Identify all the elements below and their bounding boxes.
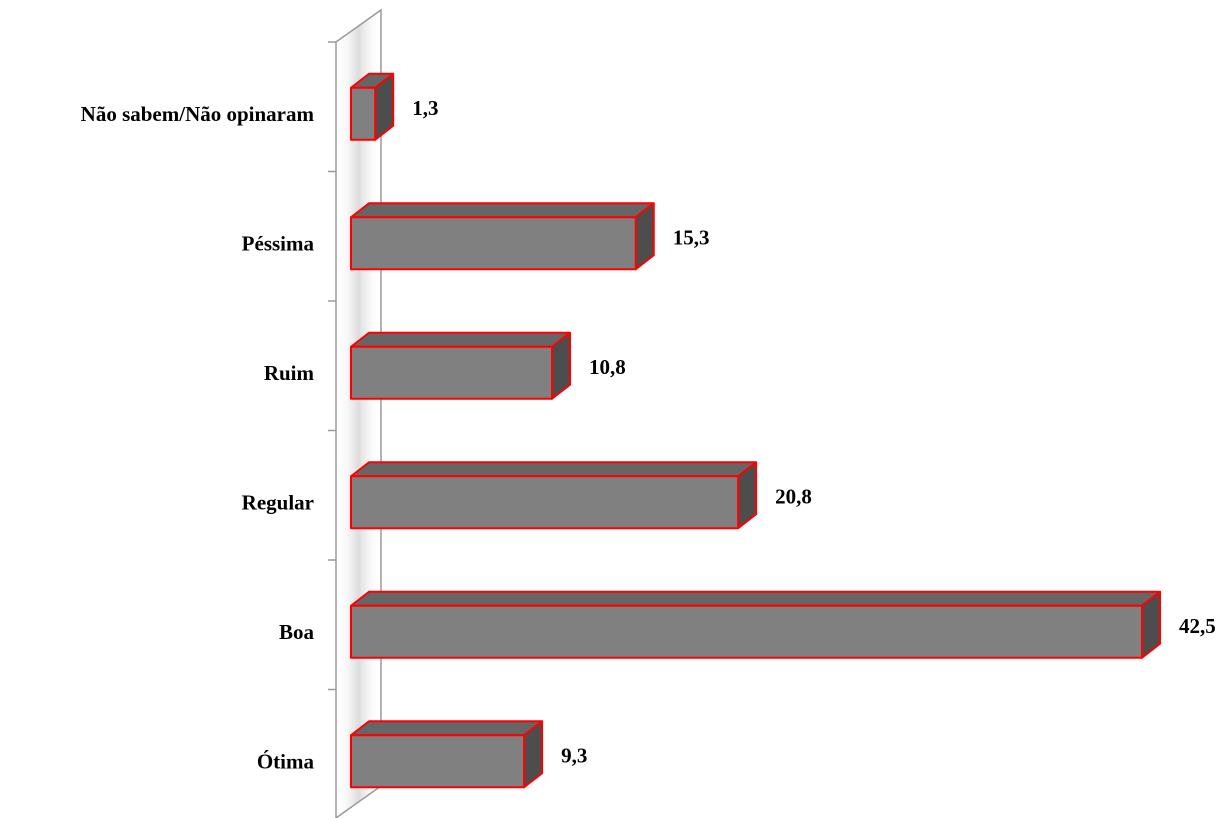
category-label: Ótima — [257, 749, 315, 773]
bar-front-face — [350, 734, 526, 789]
bar-top-face — [350, 202, 655, 219]
value-label: 9,3 — [561, 743, 587, 767]
bar — [350, 590, 1161, 659]
bar-front-face — [350, 475, 740, 530]
bar-front-face — [350, 86, 377, 141]
bar — [350, 72, 395, 141]
category-label: Ruim — [264, 361, 315, 385]
bar — [350, 331, 572, 400]
value-label: 10,8 — [589, 355, 626, 379]
value-label: 42,5 — [1179, 614, 1216, 638]
bar-front-face — [350, 345, 554, 400]
value-label: 1,3 — [412, 96, 438, 120]
bars — [350, 72, 1161, 789]
bar — [350, 720, 544, 789]
category-label: Regular — [242, 490, 314, 514]
bar-front-face — [350, 216, 637, 271]
bar-top-face — [350, 461, 758, 478]
labels: Não sabem/Não opinaram 1,3 Péssima 15,3 Ruim… — [81, 96, 1216, 774]
bar — [350, 202, 655, 271]
bar — [350, 461, 758, 530]
bar-front-face — [350, 604, 1143, 659]
bar-top-face — [350, 331, 572, 348]
bar-top-face — [350, 590, 1161, 607]
bar-top-face — [350, 720, 544, 737]
category-label: Não sabem/Não opinaram — [81, 102, 315, 126]
value-label: 20,8 — [775, 484, 812, 508]
category-label: Boa — [279, 620, 315, 644]
category-label: Péssima — [242, 231, 315, 255]
value-label: 15,3 — [673, 225, 710, 249]
